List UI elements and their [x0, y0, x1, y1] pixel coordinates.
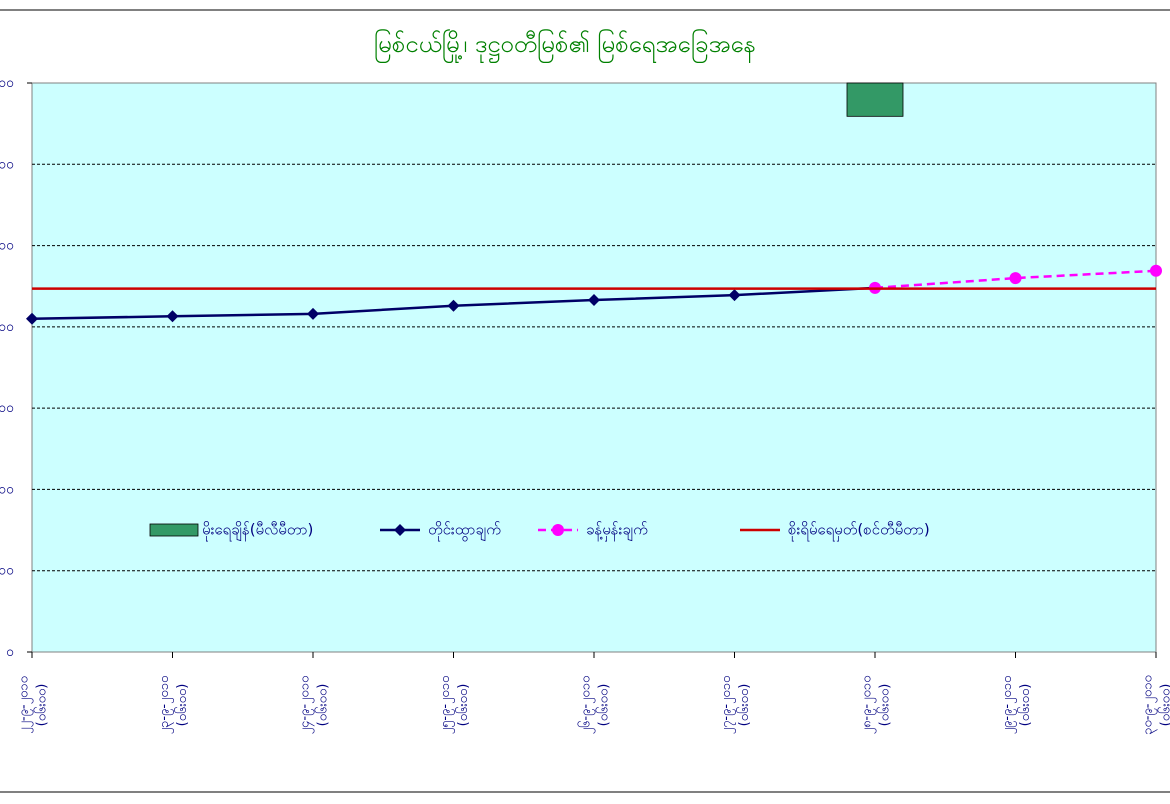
- x-date: ၃၀-၉-၂၀၁၀: [1141, 675, 1158, 735]
- plot-area: [32, 83, 1156, 652]
- x-date: ၂၃-၉-၂၀၁၀: [157, 676, 174, 735]
- x-time: (၀၆း၀၀): [596, 684, 612, 727]
- legend-label: ခန့်မှန်းချက်: [586, 521, 648, 542]
- x-tick-label: ၂၆-၉-၂၀၁၀(၀၆း၀၀): [578, 676, 612, 735]
- x-time: (၀၆း၀၀): [877, 684, 893, 727]
- x-date: ၂၅-၉-၂၀၁၀: [438, 676, 455, 735]
- x-tick-label: ၃၀-၉-၂၀၁၀(၀၆း၀၀): [1141, 675, 1170, 735]
- x-time: (၀၆း၀၀): [315, 684, 331, 727]
- y-tick-label: ၁၀၀: [0, 563, 14, 579]
- y-tick-label: ၅၀၀: [0, 238, 14, 256]
- x-tick-label: ၂၂-၉-၂၀၁၀(၀၆း၀၀): [17, 676, 50, 734]
- y-tick-label: ၃၀၀: [0, 400, 14, 418]
- legend-label: စိုးရိမ်ရေမှတ်(စင်တီမီတာ): [788, 521, 930, 542]
- x-time: (၀၆း၀၀): [174, 684, 190, 727]
- legend-label: မိုးရေချိန်(မီလီမီတာ): [202, 521, 313, 542]
- x-date: ၂၇-၉-၂၀၁၀: [719, 676, 736, 735]
- y-tick-label: ၇၀၀: [0, 75, 14, 93]
- x-tick-label: ၂၃-၉-၂၀၁၀(၀၆း၀၀): [157, 676, 190, 735]
- legend-marker: [552, 524, 564, 536]
- x-date: ၂၉-၉-၂၀၁၀: [1000, 676, 1017, 735]
- marker: [1010, 272, 1022, 284]
- y-tick-label: ၆၀၀: [0, 156, 14, 172]
- x-date: ၂၄-၉-၂၀၁၀: [298, 676, 315, 735]
- x-tick-label: ၂၅-၉-၂၀၁၀(၀၆း၀၀): [438, 676, 471, 735]
- x-tick-label: ၂၇-၉-၂၀၁၀(၀၆း၀၀): [719, 676, 752, 735]
- marker: [1150, 265, 1162, 277]
- bar: [847, 83, 903, 116]
- x-date: ၂၆-၉-၂၀၁၀: [578, 676, 596, 735]
- x-date: ၂၈-၉-၂၀၁၀: [860, 676, 877, 735]
- x-tick-label: ၂၈-၉-၂၀၁၀(၀၆း၀၀): [860, 676, 893, 735]
- x-date: ၂၂-၉-၂၀၁၀: [17, 676, 34, 734]
- x-time: (၀၆း၀၀): [34, 684, 50, 727]
- y-tick-label: ၀: [6, 644, 14, 660]
- x-time: (၀၆း၀၀): [1017, 684, 1033, 727]
- legend-swatch: [150, 524, 198, 536]
- x-time: (၀၆း၀၀): [455, 684, 471, 727]
- chart-title: မြစ်ငယ်မြို့၊ ဒုဋ္ဌဝတီမြစ်၏ မြစ်ရေအခြေအန…: [374, 28, 756, 63]
- y-tick-label: ၂၀၀: [0, 481, 14, 499]
- legend-label: တိုင်းထွာချက်: [428, 521, 501, 542]
- x-tick-label: ၂၉-၉-၂၀၁၀(၀၆း၀၀): [1000, 676, 1033, 735]
- y-tick-label: ၄၀၀: [0, 319, 14, 337]
- x-tick-label: ၂၄-၉-၂၀၁၀(၀၆း၀၀): [298, 676, 331, 735]
- x-time: (၀၆း၀၀): [736, 684, 752, 727]
- x-time: (၀၆း၀၀): [1158, 684, 1170, 727]
